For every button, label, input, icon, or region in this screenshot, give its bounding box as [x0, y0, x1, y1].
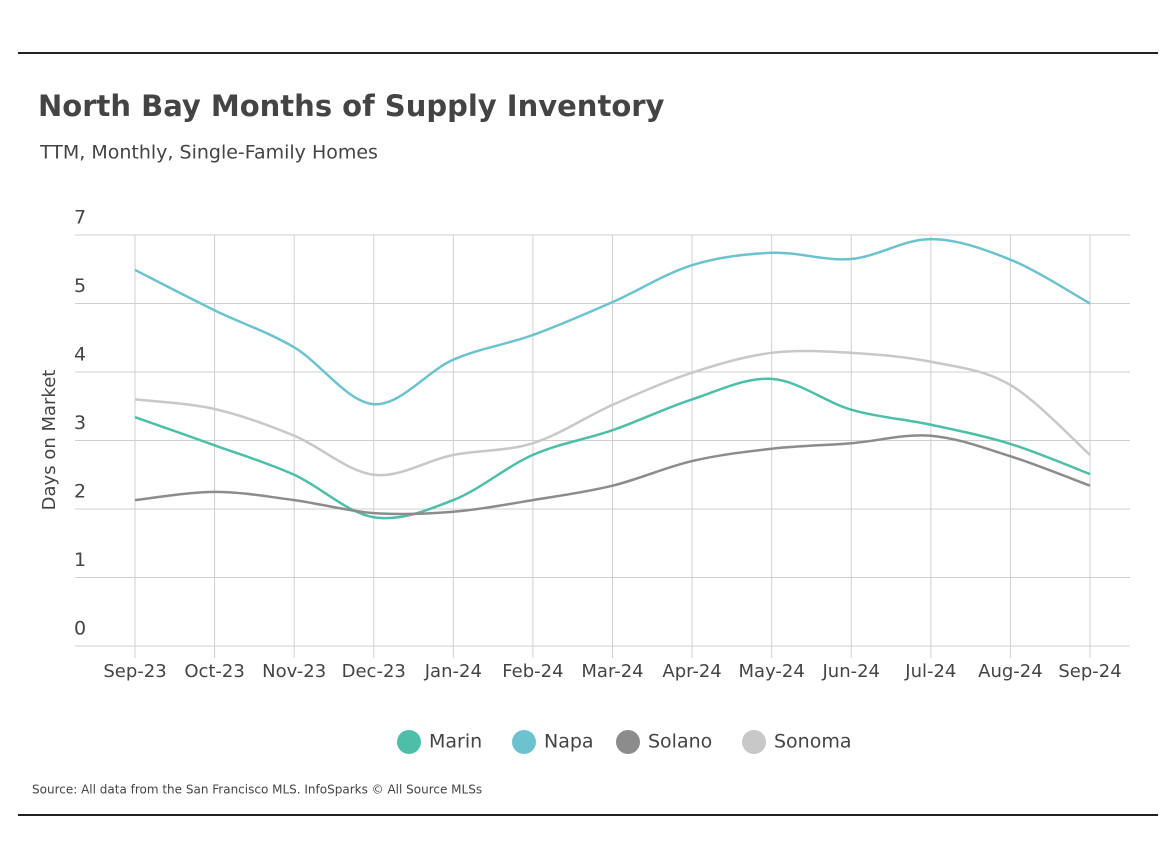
x-tick-label: Apr-24 [662, 661, 721, 682]
y-tick-label: 4 [74, 344, 86, 366]
x-tick-label: Dec-23 [342, 661, 406, 682]
x-tick-label: Sep-24 [1058, 661, 1121, 682]
x-tick-label: May-24 [739, 661, 805, 682]
y-axis-label: Days on Market [39, 370, 60, 511]
y-tick-label: 7 [74, 207, 86, 229]
series-line [134, 377, 1091, 520]
legend-swatch [397, 730, 421, 754]
series-line [134, 349, 1091, 477]
y-tick-label: 5 [74, 275, 86, 297]
legend-label: Sonoma [774, 731, 852, 753]
series-line [134, 434, 1091, 516]
x-tick-label: Sep-23 [103, 661, 166, 682]
series-line [134, 237, 1091, 406]
y-tick-label: 3 [74, 412, 86, 434]
legend-label: Marin [429, 731, 482, 753]
legend-swatch [616, 730, 640, 754]
legend-swatch [742, 730, 766, 754]
legend-label: Napa [544, 731, 594, 753]
x-tick-label: Aug-24 [978, 661, 1043, 682]
x-tick-label: Jun-24 [821, 661, 880, 682]
source-note: Source: All data from the San Francisco … [32, 783, 482, 797]
y-tick-label: 0 [74, 618, 86, 640]
x-tick-label: Feb-24 [502, 661, 563, 682]
legend-label: Solano [648, 731, 712, 753]
x-tick-label: Nov-23 [262, 661, 326, 682]
x-tick-label: Oct-23 [184, 661, 245, 682]
chart-subtitle: TTM, Monthly, Single-Family Homes [39, 142, 378, 164]
x-tick-label: Jul-24 [904, 661, 956, 682]
y-tick-label: 1 [74, 549, 86, 571]
y-tick-label: 2 [74, 481, 86, 503]
legend-swatch [512, 730, 536, 754]
x-tick-label: Mar-24 [581, 661, 643, 682]
chart-title: North Bay Months of Supply Inventory [38, 89, 665, 123]
x-tick-label: Jan-24 [424, 661, 482, 682]
